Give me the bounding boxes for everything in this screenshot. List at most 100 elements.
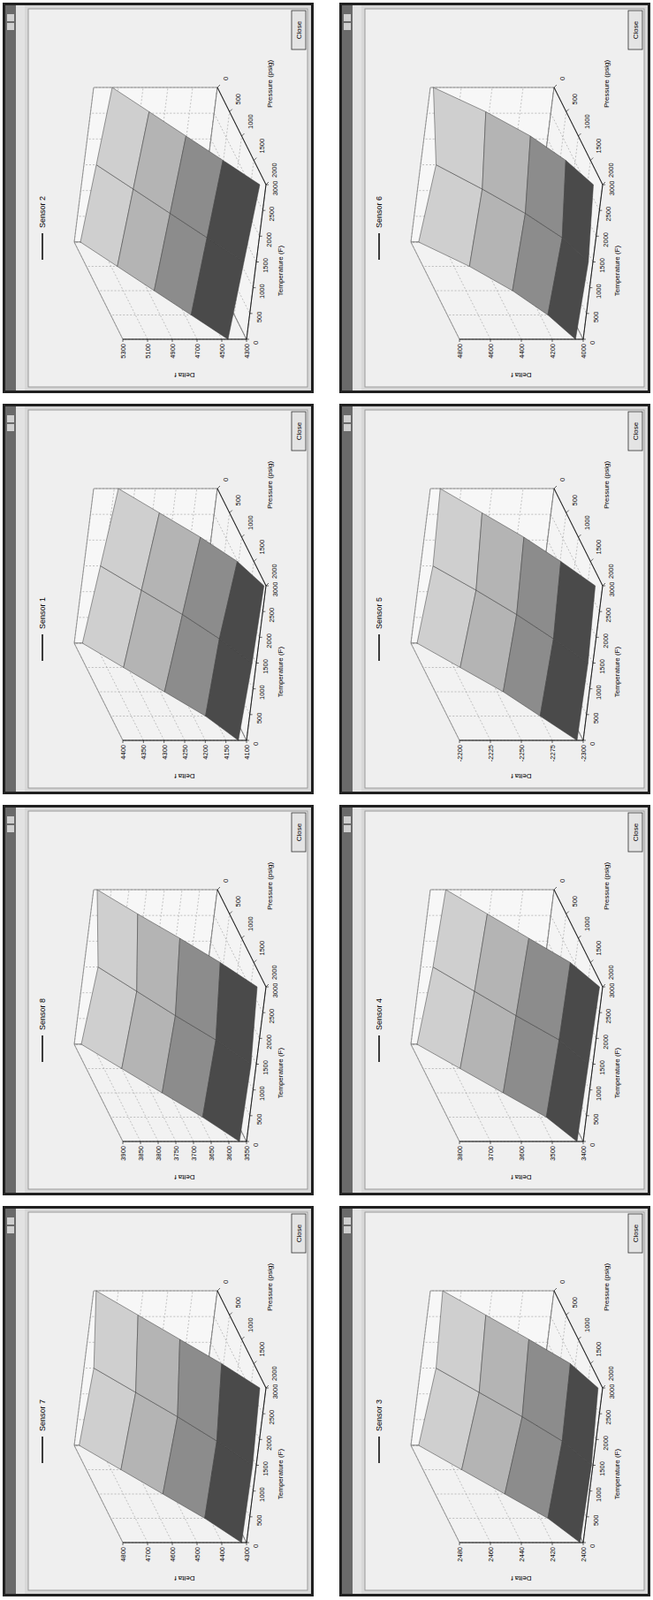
window-button	[343, 816, 351, 824]
surface-patch	[561, 160, 593, 263]
tick	[158, 1141, 160, 1145]
close-button[interactable]: Close	[291, 1214, 306, 1253]
close-button-box[interactable]	[628, 812, 643, 852]
close-button[interactable]: Close	[628, 812, 643, 852]
tick	[602, 585, 606, 587]
tick-label: 1000	[594, 283, 603, 299]
surface-patch	[136, 1315, 181, 1418]
close-button-label[interactable]: Close	[295, 20, 304, 39]
legend-line	[378, 233, 380, 260]
close-button-label[interactable]: Close	[295, 822, 304, 842]
plot-background	[28, 811, 308, 1190]
tick	[592, 261, 596, 263]
tick-label: -2250	[517, 744, 526, 762]
chart-window: Sensor 2430045004700490051005300Delta f0…	[4, 4, 313, 393]
close-button-label[interactable]: Close	[295, 421, 304, 441]
chart-window: Sensor 7430044004500460047004800Delta f0…	[4, 1207, 313, 1596]
close-button-box[interactable]	[291, 411, 306, 451]
close-button[interactable]: Close	[291, 10, 306, 50]
tick-label: 2000	[607, 162, 616, 178]
close-button[interactable]: Close	[628, 1214, 643, 1253]
close-button-box[interactable]	[291, 812, 306, 852]
window-button	[343, 22, 351, 31]
close-button-box[interactable]	[291, 1214, 306, 1253]
tick-label: 2500	[267, 1410, 276, 1426]
tick	[490, 1542, 492, 1546]
tick	[602, 987, 606, 988]
close-button-label[interactable]: Close	[631, 822, 640, 842]
close-button-box[interactable]	[291, 10, 306, 50]
window-button	[7, 825, 15, 833]
menu-bar	[352, 807, 362, 1193]
axis-title: Pressure (psig)	[265, 861, 274, 911]
tick-label: 4300	[242, 343, 251, 359]
close-button[interactable]: Close	[291, 411, 306, 451]
surface	[417, 889, 600, 1142]
tick	[211, 1141, 213, 1145]
close-button-box[interactable]	[628, 10, 643, 50]
tick	[217, 887, 221, 890]
tick-label: 2000	[265, 232, 274, 248]
tick	[225, 740, 227, 744]
z-axis	[122, 339, 247, 341]
tick-label: 500	[234, 93, 243, 106]
tick-label: 2000	[265, 1034, 274, 1050]
tick	[252, 688, 256, 690]
close-button-label[interactable]: Close	[631, 421, 640, 441]
axis-title: Pressure (psig)	[265, 460, 274, 509]
title-bar	[5, 5, 16, 391]
tick	[262, 210, 266, 212]
tick-label: 4600	[168, 1547, 177, 1563]
tick-label: 1000	[583, 916, 592, 932]
close-button[interactable]: Close	[628, 10, 643, 50]
tick	[583, 1542, 585, 1546]
tick	[265, 1388, 269, 1390]
tick-label: 2000	[607, 964, 616, 980]
close-button-box[interactable]	[628, 1214, 643, 1253]
tick	[262, 1413, 266, 1415]
tick-label: 500	[255, 1515, 264, 1527]
tick-label: 1500	[258, 138, 266, 154]
tick	[246, 339, 248, 342]
tick	[583, 339, 585, 342]
window-button	[343, 415, 351, 423]
close-button-label[interactable]: Close	[631, 20, 640, 39]
tick-label: 1000	[583, 1317, 592, 1333]
tick	[566, 109, 570, 113]
tick	[490, 339, 492, 342]
window-frame	[341, 806, 650, 1195]
tick-label: 4500	[218, 343, 227, 359]
chart-title: Sensor 1	[37, 597, 47, 630]
close-button[interactable]: Close	[291, 812, 306, 852]
tick	[265, 184, 269, 186]
tick	[229, 1313, 233, 1316]
tick-label: 0	[221, 76, 230, 81]
tick-label: 0	[558, 76, 567, 81]
title-bar	[5, 406, 16, 792]
tick-label: 0	[558, 879, 567, 883]
tick	[265, 984, 269, 988]
window-frame	[4, 405, 313, 794]
menu-bar	[15, 1208, 25, 1595]
close-button-label[interactable]: Close	[295, 1223, 304, 1243]
tick	[602, 182, 606, 185]
close-button[interactable]: Close	[628, 411, 643, 451]
tick	[242, 133, 245, 137]
window-frame	[4, 1207, 313, 1596]
tick	[253, 559, 257, 562]
axis-title: Delta f	[174, 1173, 196, 1182]
chart-title: Sensor 7	[37, 1399, 47, 1432]
title-bar	[341, 406, 353, 792]
tick-label: 4250	[181, 744, 190, 760]
close-button-box[interactable]	[628, 411, 643, 451]
close-button-label[interactable]: Close	[631, 1223, 640, 1243]
tick	[259, 1439, 263, 1441]
tick	[253, 960, 257, 964]
legend-line	[378, 1436, 380, 1464]
tick-label: 3000	[607, 983, 616, 999]
tick-label: 1000	[594, 1487, 603, 1503]
tick-label: 500	[255, 311, 264, 324]
window-button	[7, 424, 15, 432]
plot-background	[364, 8, 645, 388]
axis-title: Pressure (psig)	[602, 1262, 611, 1312]
